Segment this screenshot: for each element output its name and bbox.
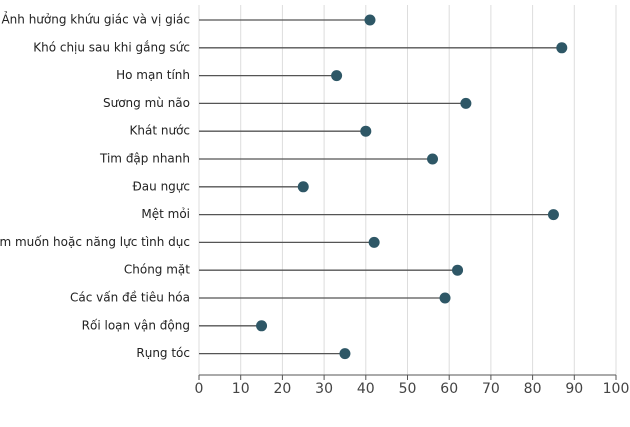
dot: [339, 348, 351, 360]
x-tick-label: 60: [440, 381, 458, 397]
y-tick-label: Chóng mặt: [124, 263, 190, 277]
dot: [427, 153, 439, 165]
y-tick-label: Rối loạn vận động: [82, 318, 190, 332]
y-tick-label: Rụng tóc: [136, 346, 190, 360]
y-tick-label: Khát nước: [130, 124, 191, 138]
y-tick-label: Tim đập nhanh: [99, 152, 190, 166]
dot: [460, 97, 472, 109]
x-tick-label: 70: [482, 381, 500, 397]
y-tick-label: Các vấn đề tiêu hóa: [70, 291, 190, 305]
x-tick-label: 100: [603, 381, 630, 397]
x-tick-label: 20: [273, 381, 291, 397]
y-tick-label: Khó chịu sau khi gắng sức: [33, 40, 190, 54]
y-tick-label: Đau ngực: [133, 179, 191, 193]
dot: [331, 70, 343, 82]
x-tick-label: 40: [357, 381, 375, 397]
y-tick-label: Ảnh hưởng khứu giác và vị giác: [1, 11, 190, 27]
dot: [439, 292, 451, 304]
x-tick-label: 10: [232, 381, 250, 397]
dot: [364, 14, 376, 26]
x-tick-label: 50: [399, 381, 417, 397]
y-tick-label: Sương mù não: [103, 96, 190, 110]
x-tick-label: 80: [524, 381, 542, 397]
y-tick-label: Ham muốn hoặc năng lực tình dục: [0, 235, 190, 249]
dot: [360, 125, 372, 137]
dot: [368, 236, 380, 248]
x-tick-label: 0: [195, 381, 204, 397]
dot: [556, 42, 568, 54]
dot: [452, 264, 464, 276]
dot: [256, 320, 268, 332]
y-tick-label: Mệt mỏi: [141, 207, 190, 221]
x-tick-label: 90: [565, 381, 583, 397]
dot: [547, 209, 559, 221]
dot: [297, 181, 309, 193]
y-tick-label: Ho mạn tính: [116, 68, 190, 82]
x-tick-label: 30: [315, 381, 333, 397]
